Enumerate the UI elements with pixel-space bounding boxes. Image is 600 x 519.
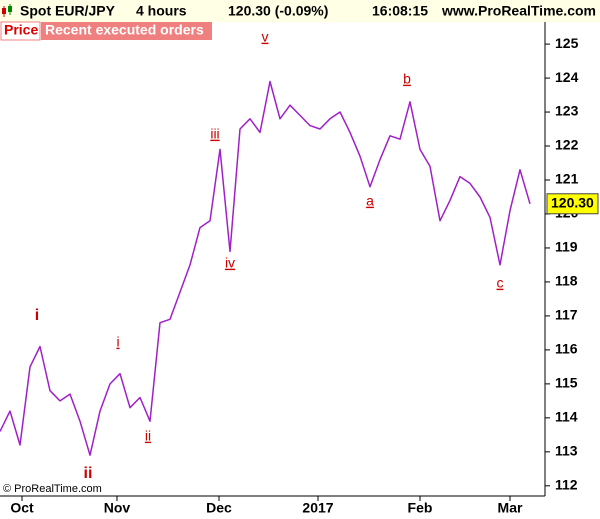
instrument: Spot EUR/JPY [20, 3, 116, 19]
site: www.ProRealTime.com [441, 3, 596, 19]
y-tick-label: 115 [555, 375, 578, 391]
wave-label: v [262, 29, 269, 45]
x-tick-label: Nov [104, 500, 131, 516]
wave-label: i [35, 307, 39, 324]
y-tick-label: 122 [555, 137, 579, 153]
header-bar [0, 0, 600, 22]
y-tick-label: 124 [555, 69, 579, 85]
x-tick-label: Feb [408, 500, 433, 516]
wave-label: ii [145, 428, 151, 444]
copyright: © ProRealTime.com [3, 483, 102, 495]
time: 16:08:15 [372, 3, 428, 19]
y-tick-label: 119 [555, 239, 578, 255]
quote: 120.30 (-0.09%) [228, 3, 328, 19]
y-tick-label: 123 [555, 103, 579, 119]
y-tick-label: 118 [555, 273, 578, 289]
y-tick-label: 113 [555, 443, 578, 459]
wave-label: b [403, 71, 411, 87]
y-tick-label: 125 [555, 35, 579, 51]
x-tick-label: Dec [206, 500, 232, 516]
last-price-box [546, 193, 599, 215]
orders-tab[interactable] [41, 22, 212, 40]
price-line [0, 80, 531, 456]
y-tick-label: 121 [555, 171, 579, 187]
y-tick-label: 116 [555, 341, 578, 357]
logo [2, 4, 12, 17]
y-tick-label: 117 [555, 307, 578, 323]
wave-label: iv [225, 255, 235, 271]
orders-tab-label[interactable]: Recent executed orders [45, 22, 204, 38]
wave-label: ii [84, 465, 93, 482]
x-tick-label: 2017 [302, 500, 333, 516]
price-tab-label[interactable]: Price [4, 22, 38, 38]
last-price-label: 120.30 [551, 194, 594, 210]
price-tab[interactable] [0, 21, 41, 41]
wave-label: a [366, 193, 374, 209]
wave-label: iii [210, 126, 219, 142]
y-tick-label: 112 [555, 477, 578, 493]
y-tick-label: 114 [555, 409, 578, 425]
x-tick-label: Oct [10, 500, 34, 516]
wave-label: i [116, 334, 119, 350]
x-tick-label: Mar [498, 500, 523, 516]
period: 4 hours [136, 3, 187, 19]
wave-label: c [497, 275, 504, 291]
